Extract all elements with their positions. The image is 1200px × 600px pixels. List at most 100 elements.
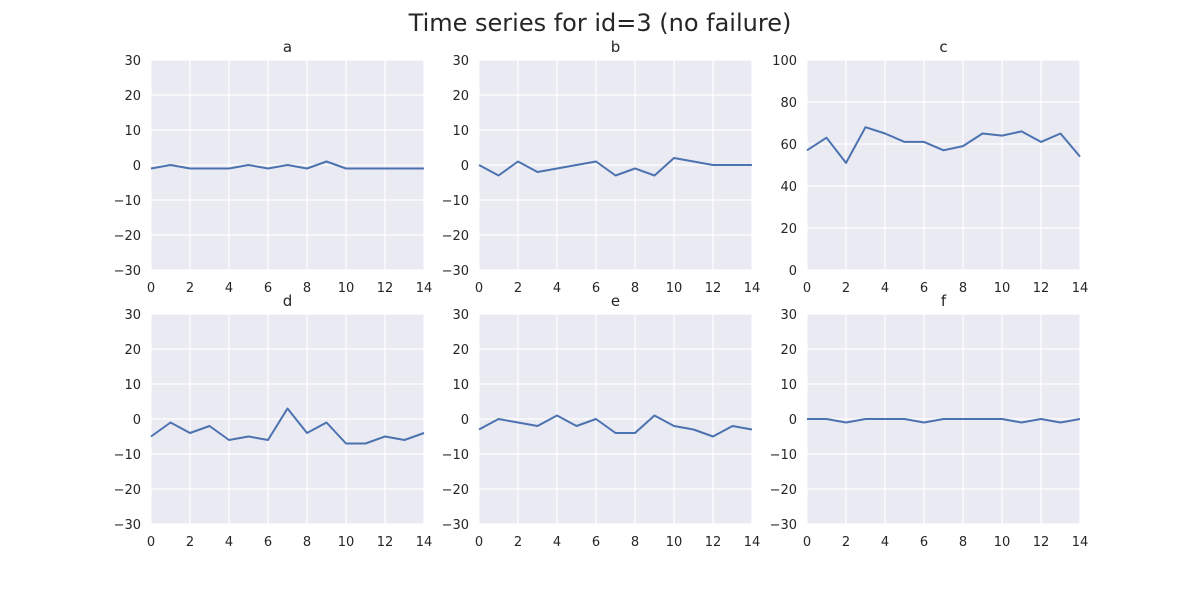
series-line xyxy=(478,157,752,177)
y-tick-label: 20 xyxy=(780,222,797,237)
x-tick-label: 10 xyxy=(994,281,1011,296)
y-tick-label: −30 xyxy=(442,518,469,533)
y-tick-label: −30 xyxy=(442,264,469,279)
series-line xyxy=(806,126,1081,164)
x-tick-label: 4 xyxy=(225,281,233,296)
x-tick-label: 12 xyxy=(377,535,394,550)
x-tick-label: 0 xyxy=(475,535,483,550)
subplot-d: 0 2 4 6 8 10 12 14 −30 −20 −10 0 10 20 30 d xyxy=(114,292,433,550)
subplot-c: 0 2 4 6 8 10 12 14 0 20 40 60 80 100 c xyxy=(772,38,1088,296)
x-tick-label: 4 xyxy=(881,281,889,296)
subplot-title: e xyxy=(611,292,620,310)
y-tick-label: 0 xyxy=(461,413,469,428)
x-tick-label: 14 xyxy=(1072,281,1089,296)
x-tick-label: 8 xyxy=(959,535,967,550)
x-tick-label: 14 xyxy=(1072,535,1089,550)
y-tick-label: 0 xyxy=(133,413,141,428)
x-tick-label: 8 xyxy=(303,281,311,296)
x-tick-label: 12 xyxy=(377,281,394,296)
x-tick-label: 0 xyxy=(147,535,155,550)
subplot-title: a xyxy=(283,38,292,56)
x-tick-label: 4 xyxy=(553,535,561,550)
x-tick-label: 8 xyxy=(959,281,967,296)
x-tick-label: 10 xyxy=(338,535,355,550)
x-tick-label: 14 xyxy=(744,281,761,296)
y-tick-label: 10 xyxy=(780,378,797,393)
y-tick-label: 80 xyxy=(780,96,797,111)
subplot-f: 0 2 4 6 8 10 12 14 −30 −20 −10 0 10 20 30 f xyxy=(770,292,1089,550)
y-tick-label: −20 xyxy=(114,483,141,498)
x-tick-label: 6 xyxy=(264,281,272,296)
y-tick-label: 40 xyxy=(780,180,797,195)
y-tick-label: 20 xyxy=(124,343,141,358)
figure-title: Time series for id=3 (no failure) xyxy=(408,9,792,37)
y-tick-label: 100 xyxy=(772,54,797,69)
y-tick-label: 30 xyxy=(452,54,469,69)
y-tick-label: 20 xyxy=(124,89,141,104)
x-tick-label: 2 xyxy=(514,535,522,550)
x-tick-label: 10 xyxy=(666,535,683,550)
y-tick-label: 0 xyxy=(789,264,797,279)
x-tick-label: 6 xyxy=(592,535,600,550)
subplot-e: 0 2 4 6 8 10 12 14 −30 −20 −10 0 10 20 30 e xyxy=(442,292,761,550)
plot-area xyxy=(807,60,1080,270)
y-tick-label: −20 xyxy=(442,483,469,498)
x-tick-label: 12 xyxy=(1033,535,1050,550)
x-tick-label: 0 xyxy=(803,281,811,296)
y-tick-label: 30 xyxy=(124,54,141,69)
x-tick-label: 2 xyxy=(186,281,194,296)
y-tick-label: 60 xyxy=(780,138,797,153)
x-tick-label: 10 xyxy=(666,281,683,296)
x-tick-label: 6 xyxy=(592,281,600,296)
x-tick-label: 12 xyxy=(705,535,722,550)
y-tick-label: −10 xyxy=(442,194,469,209)
x-tick-label: 8 xyxy=(303,535,311,550)
x-tick-label: 8 xyxy=(631,535,639,550)
y-tick-label: −30 xyxy=(114,518,141,533)
x-tick-label: 4 xyxy=(553,281,561,296)
x-tick-label: 2 xyxy=(842,535,850,550)
y-tick-label: −30 xyxy=(114,264,141,279)
y-tick-label: 0 xyxy=(789,413,797,428)
subplot-title: f xyxy=(941,292,947,310)
series-line xyxy=(807,418,1081,424)
y-tick-label: 30 xyxy=(452,308,469,323)
x-tick-label: 2 xyxy=(186,535,194,550)
subplot-b: 0 2 4 6 8 10 12 14 −30 −20 −10 0 10 20 30 b xyxy=(442,38,761,296)
x-tick-label: 12 xyxy=(705,281,722,296)
subplot-title: b xyxy=(611,38,621,56)
x-tick-label: 6 xyxy=(920,281,928,296)
x-tick-label: 14 xyxy=(416,535,433,550)
y-tick-label: 30 xyxy=(780,308,797,323)
subplot-title: c xyxy=(939,38,947,56)
series-line xyxy=(478,414,753,438)
x-tick-label: 10 xyxy=(994,535,1011,550)
x-tick-label: 2 xyxy=(514,281,522,296)
x-tick-label: 12 xyxy=(1033,281,1050,296)
y-tick-label: −10 xyxy=(442,448,469,463)
x-tick-label: 14 xyxy=(416,281,433,296)
subplot-title: d xyxy=(283,292,293,310)
y-tick-label: −20 xyxy=(114,229,141,244)
y-tick-label: 10 xyxy=(452,124,469,139)
x-tick-label: 8 xyxy=(631,281,639,296)
y-tick-label: 10 xyxy=(124,378,141,393)
y-tick-label: −20 xyxy=(442,229,469,244)
x-tick-label: 6 xyxy=(264,535,272,550)
x-tick-label: 10 xyxy=(338,281,355,296)
x-tick-label: 0 xyxy=(147,281,155,296)
y-tick-label: 30 xyxy=(124,308,141,323)
series-line xyxy=(150,407,425,445)
y-tick-label: −20 xyxy=(770,483,797,498)
y-tick-label: 10 xyxy=(452,378,469,393)
x-tick-label: 4 xyxy=(225,535,233,550)
y-tick-label: −10 xyxy=(114,194,141,209)
subplot-a: 0 2 4 6 8 10 12 14 −30 −20 −10 0 10 20 30 a xyxy=(114,38,433,296)
series-line xyxy=(150,160,424,170)
y-tick-label: 0 xyxy=(133,159,141,174)
y-tick-label: 20 xyxy=(452,89,469,104)
y-tick-label: 20 xyxy=(452,343,469,358)
y-tick-label: 0 xyxy=(461,159,469,174)
